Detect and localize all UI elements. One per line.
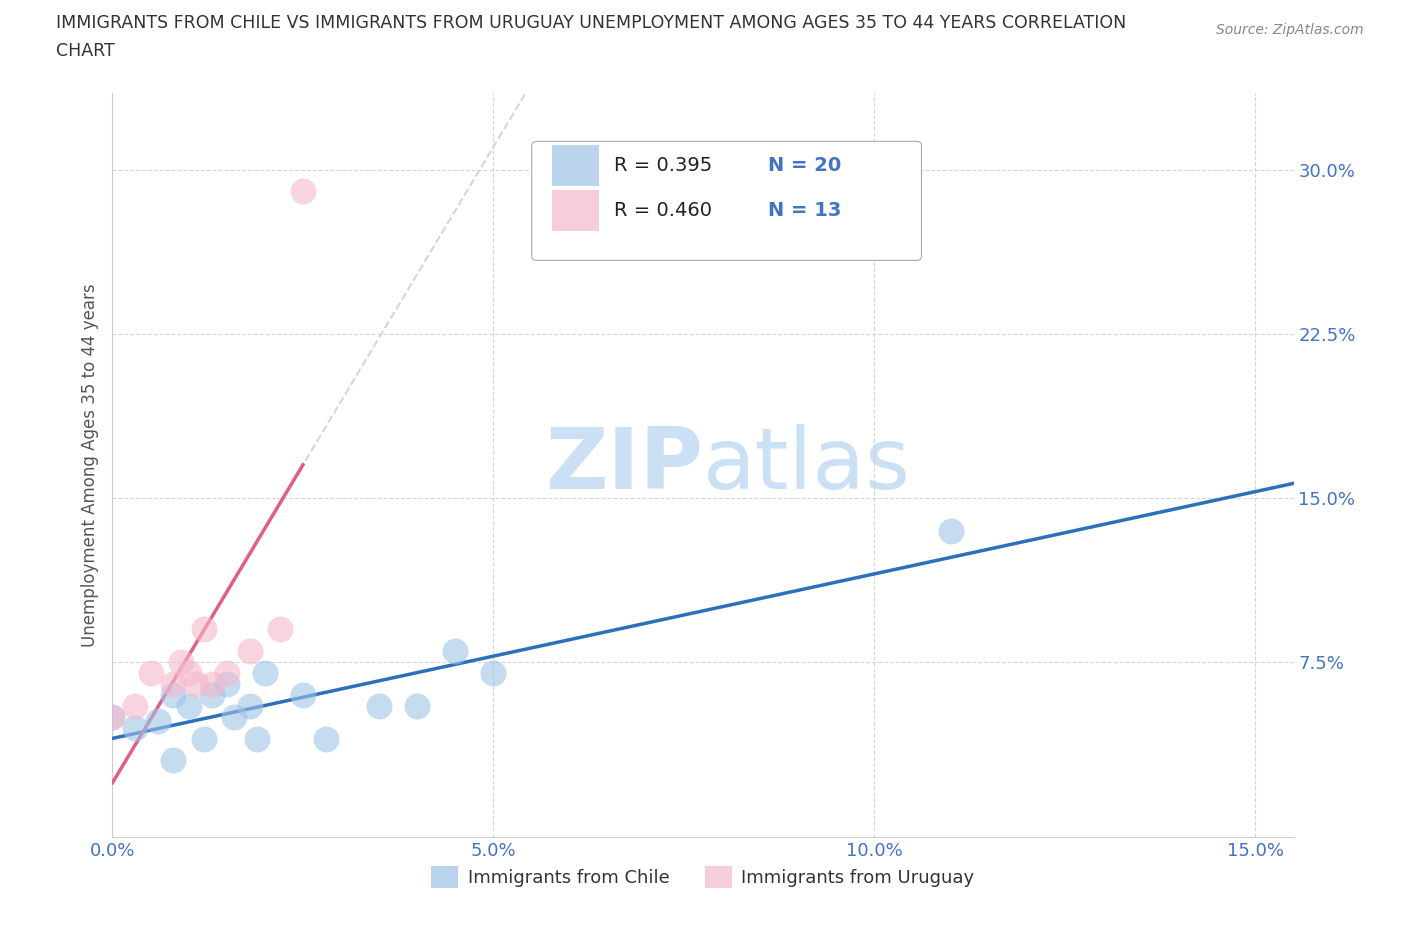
Point bbox=[124, 720, 146, 735]
Point bbox=[215, 676, 238, 691]
Point bbox=[368, 698, 391, 713]
FancyBboxPatch shape bbox=[531, 141, 921, 260]
Point bbox=[124, 698, 146, 713]
Point bbox=[177, 698, 200, 713]
Point bbox=[406, 698, 429, 713]
Point bbox=[162, 753, 184, 768]
FancyBboxPatch shape bbox=[551, 190, 599, 231]
Text: ZIP: ZIP bbox=[546, 423, 703, 507]
Text: IMMIGRANTS FROM CHILE VS IMMIGRANTS FROM URUGUAY UNEMPLOYMENT AMONG AGES 35 TO 4: IMMIGRANTS FROM CHILE VS IMMIGRANTS FROM… bbox=[56, 14, 1126, 32]
Point bbox=[444, 644, 467, 658]
Text: atlas: atlas bbox=[703, 423, 911, 507]
Point bbox=[939, 524, 962, 538]
Point bbox=[162, 676, 184, 691]
Point bbox=[193, 621, 215, 636]
Point bbox=[170, 655, 193, 670]
Text: Source: ZipAtlas.com: Source: ZipAtlas.com bbox=[1216, 23, 1364, 37]
Text: N = 20: N = 20 bbox=[768, 156, 841, 176]
Text: R = 0.395: R = 0.395 bbox=[614, 156, 713, 176]
Point bbox=[315, 731, 337, 746]
Point bbox=[239, 698, 262, 713]
Point bbox=[291, 184, 314, 199]
Point bbox=[291, 687, 314, 702]
Text: N = 13: N = 13 bbox=[768, 201, 841, 220]
Point bbox=[148, 713, 170, 728]
Point bbox=[239, 644, 262, 658]
Point bbox=[177, 666, 200, 681]
Y-axis label: Unemployment Among Ages 35 to 44 years: Unemployment Among Ages 35 to 44 years bbox=[80, 284, 98, 646]
Point bbox=[139, 666, 162, 681]
Legend: Immigrants from Chile, Immigrants from Uruguay: Immigrants from Chile, Immigrants from U… bbox=[425, 858, 981, 895]
Text: CHART: CHART bbox=[56, 42, 115, 60]
Point bbox=[269, 621, 291, 636]
Point bbox=[162, 687, 184, 702]
FancyBboxPatch shape bbox=[551, 145, 599, 186]
Text: R = 0.460: R = 0.460 bbox=[614, 201, 713, 220]
Point bbox=[215, 666, 238, 681]
Point bbox=[193, 731, 215, 746]
Point bbox=[101, 710, 124, 724]
Point bbox=[101, 710, 124, 724]
Point bbox=[482, 666, 505, 681]
Point bbox=[186, 676, 208, 691]
Point bbox=[253, 666, 276, 681]
Point bbox=[200, 687, 222, 702]
Point bbox=[246, 731, 269, 746]
Point bbox=[200, 676, 222, 691]
Point bbox=[224, 710, 246, 724]
